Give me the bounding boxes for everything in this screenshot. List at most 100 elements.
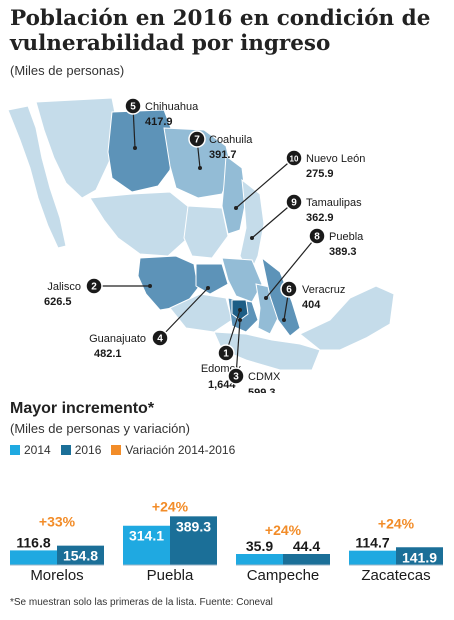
map-marker: 6 Veracruz 404 [280,280,345,322]
marker-rank-badge [308,227,326,245]
map-region-nuevo-leon [221,155,247,235]
bar-group: 314.1 389.3 +24% Puebla [123,498,217,584]
bar-2014 [10,550,57,565]
bar-2014 [123,525,170,565]
marker-rank-number: 10 [290,155,299,164]
map-marker: 9 Tamaulipas 362.9 [250,193,362,240]
map-marker: 2 Jalisco 626.5 [44,277,152,308]
map-marker: 5 Chihuahua 417.9 [124,97,199,150]
bar-group: 116.8 154.8 +33% Morelos [10,514,104,584]
bar-label-2016: 389.3 [176,518,211,534]
marker-leader-dot [250,236,254,240]
chart-subtitle: (Miles de personas) [10,63,125,78]
bar-label-2016: 44.4 [293,538,320,554]
bar-label-2014: 35.9 [246,538,273,554]
footnote: *Se muestran solo las primeras de la lis… [10,597,273,608]
variation-label: +33% [39,514,76,530]
map-region-veracruz [261,256,301,337]
variation-label: +24% [152,498,189,514]
marker-leader-dot [206,286,210,290]
marker-leader-line [251,201,295,239]
marker-rank-badge [85,277,103,295]
marker-rank-badge [280,280,298,298]
section-subtitle: (Miles de personas y variación) [10,421,190,436]
marker-state-name: Chihuahua [145,101,199,113]
marker-value: 275.9 [306,168,334,180]
marker-value: 417.9 [145,116,173,128]
map-marker: 7 Coahuila 391.7 [188,130,253,170]
legend-swatch-2014 [10,445,20,455]
legend-label-variation: Variación 2014-2016 [125,443,236,457]
marker-leader-dot [198,166,202,170]
marker-rank-number: 2 [91,282,97,293]
bar-2014 [236,554,283,565]
map-region-chihuahua [107,109,175,193]
map-marker: 10 Nuevo León 275.9 [234,149,365,210]
section-title: Mayor incremento* [10,400,155,417]
marker-state-name: Guanajuato [89,333,146,345]
marker-rank-badge [285,193,303,211]
map-marker: 4 Guanajuato 482.1 [89,286,210,360]
bar-label-2014: 114.7 [355,535,389,551]
map-region-zacatecas [183,205,229,259]
bar-2016 [396,547,443,565]
marker-state-name: Veracruz [302,284,345,296]
marker-rank-badge [188,130,206,148]
marker-rank-number: 5 [130,102,136,113]
marker-leader-dot [234,206,238,210]
marker-rank-number: 1 [223,349,229,360]
variation-label: +24% [265,522,302,538]
marker-leader-dot [133,146,137,150]
marker-rank-badge [124,97,142,115]
bar-2016 [170,516,217,565]
category-label: Puebla [147,567,194,584]
bar-2014 [349,550,396,565]
marker-value: 391.7 [209,149,237,161]
marker-leader-line [235,157,295,209]
marker-rank-number: 6 [286,285,292,296]
marker-rank-badge [285,149,303,167]
marker-leader-line [235,319,241,377]
marker-value: 1,644 [208,379,236,391]
marker-rank-badge [151,329,169,347]
bar-label-2014: 314.1 [129,528,164,544]
legend-item-variation: Variación 2014-2016 [111,443,235,457]
map-marker: 3 CDMX 599.3 [227,318,281,393]
legend-swatch-variation [111,445,122,455]
marker-leader-dot [238,318,242,322]
marker-state-name: Jalisco [47,281,81,293]
marker-value: 482.1 [94,348,122,360]
category-label: Morelos [30,567,83,584]
legend-item-2016: 2016 [60,443,101,457]
chart-title: Población en 2016 en condición de vulner… [10,6,431,56]
increment-bar-chart: 116.8 154.8 +33% Morelos 314.1 389.3 +24% Puebl… [10,498,443,584]
marker-rank-number: 3 [233,372,239,383]
category-label: Campeche [247,567,320,584]
category-label: Zacatecas [361,567,430,584]
marker-rank-number: 9 [291,198,297,209]
map-region-coahuila [163,127,233,199]
marker-value: 404 [302,299,321,311]
marker-rank-number: 7 [194,135,200,146]
marker-leader-dot [264,296,268,300]
marker-state-name: CDMX [248,371,281,383]
map-region-baja [7,105,67,249]
marker-rank-badge [227,367,245,385]
marker-leader-line [159,287,209,339]
marker-value: 626.5 [44,296,72,308]
marker-value: 389.3 [329,246,357,258]
bar-2016 [57,545,104,565]
map-region-southeast [299,285,395,351]
marker-rank-number: 4 [157,334,163,345]
bar-label-2016: 141.9 [402,549,437,565]
variation-label: +24% [378,515,415,531]
map-states [7,97,395,371]
map-region-durango-sinaloa [89,191,191,257]
marker-state-name: Nuevo León [306,153,365,165]
marker-state-name: Tamaulipas [306,197,362,209]
marker-value: 362.9 [306,212,334,224]
bar-label-2016: 154.8 [63,548,98,564]
bar-2016 [283,554,330,565]
